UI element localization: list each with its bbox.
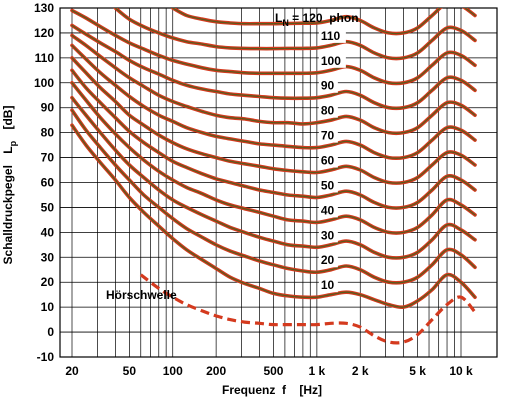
curve-50-phon-core [71,69,476,209]
curve-label-bg [318,204,338,218]
x-tick-label: 200 [206,364,226,378]
curve-40-phon-core [71,82,476,234]
x-tick-label: 500 [263,364,283,378]
y-tick-label: 80 [41,126,55,140]
y-tick-label: 100 [34,76,54,90]
y-axis-title-subscript: p [8,140,18,146]
curve-label-bg [318,129,338,143]
curve-120-label-symbol: L [275,11,282,25]
x-axis-title: Frequenz f [Hz] [222,383,322,397]
curve-label-30: 30 [321,228,335,242]
x-tick-label: 2 k [352,364,369,378]
x-tick-label: 20 [65,364,79,378]
y-tick-label: 110 [35,51,55,65]
y-axis-title-main: Schalldruckpegel [1,165,15,264]
y-axis-title-symbol: L [1,146,15,153]
y-tick-label: 50 [41,200,55,214]
y-axis-title: Schalldruckpegel Lp [dB] [1,106,19,265]
curve-label-bg [318,179,338,193]
y-tick-label: 20 [41,275,55,289]
curve-label-10: 10 [321,278,335,292]
curves [70,8,477,345]
threshold-label: Hörschwelle [106,288,177,302]
y-tick-label: 90 [41,101,55,115]
curve-120-label: LN = 120 phon [275,11,359,28]
curve-label-bg [318,229,338,243]
plot-border [59,7,498,358]
x-tick-label: 50 [123,364,137,378]
curve-70-phon-core [71,44,476,159]
x-tick-label: 10 k [449,364,473,378]
curve-label-20: 20 [321,253,335,267]
svg-text:Schalldruckpegel Lp: Schalldruckpegel Lp [dB] [1,106,19,265]
curve-label-bg [318,29,346,43]
y-tick-label: 130 [34,1,54,15]
curve-label-50: 50 [321,178,335,192]
curve-120-label-subscript: N [282,18,289,28]
curve-label-bg [318,254,338,268]
x-tick-label: 100 [163,364,183,378]
y-axis-title-unit: [dB] [1,106,15,130]
curve-100-phon-core [71,9,476,85]
threshold-curve [139,273,477,345]
y-tick-label: 70 [41,151,55,165]
curve-label-bg [318,279,338,293]
y-tick-label: 30 [41,250,55,264]
y-tick-label: 120 [34,26,54,40]
y-tick-label: 0 [47,325,54,339]
plot-frame [59,7,498,358]
y-tick-label: 60 [41,176,55,190]
y-tick-label: 10 [41,300,55,314]
curve-10-phon-core [71,124,476,308]
y-tick-label: -10 [37,350,55,364]
curve-120-phon-core [172,8,476,35]
curve-90-phon-core [71,24,476,109]
curve-label-bg [318,79,338,93]
curve-labels: 10 20 30 40 50 60 70 80 90 100 110 [318,29,346,293]
curve-label-100: 100 [321,54,341,68]
curve-label-70: 70 [321,129,335,143]
curve-120-label-rest: = 120 phon [289,11,359,25]
curve-label-bg [318,154,338,168]
curve-label-bg [318,54,346,68]
x-tick-label: 1 k [309,364,326,378]
grid [60,7,497,358]
curve-label-110: 110 [321,29,341,43]
curve-label-80: 80 [321,104,335,118]
x-tick-labels: 20 50 100 200 500 1 k 2 k 5 k 10 k [65,364,473,378]
curve-label-bg [318,104,338,118]
curve-label-60: 60 [321,154,335,168]
y-tick-labels: -10 0 10 20 30 40 50 60 70 80 90 100 110 120 130 [34,1,54,364]
curve-20-phon-core [71,109,476,284]
x-tick-label: 5 k [409,364,426,378]
curve-80-phon-core [71,34,476,134]
curve-label-90: 90 [321,79,335,93]
curve-label-40: 40 [321,203,335,217]
curve-30-phon-core [71,97,476,259]
y-tick-label: 40 [41,225,55,239]
curve-60-phon-core [71,57,476,184]
curve-110-phon-core [114,8,476,60]
